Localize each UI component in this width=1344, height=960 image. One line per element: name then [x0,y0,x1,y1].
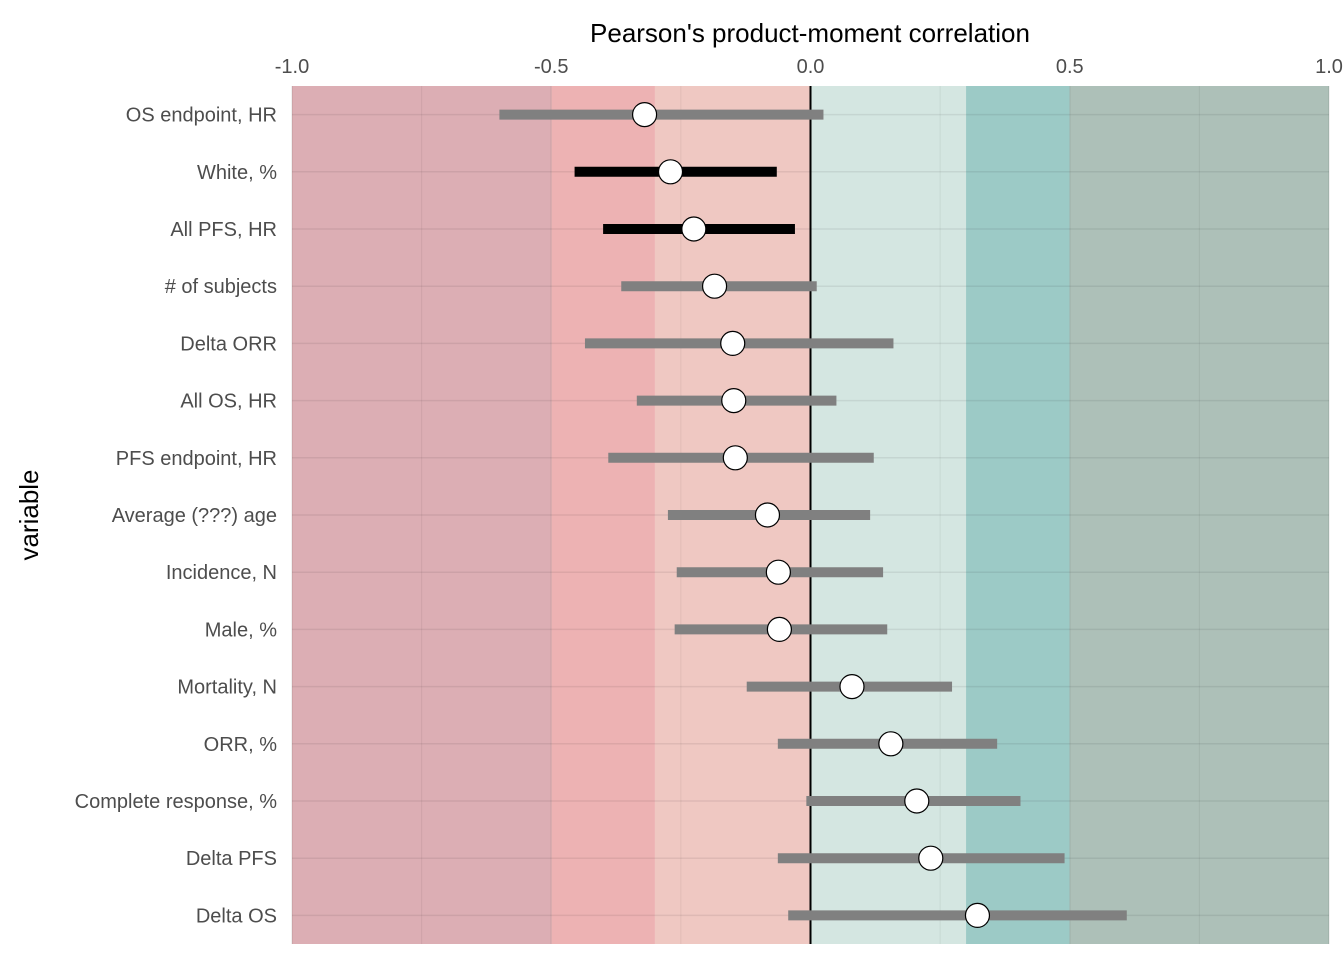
y-axis-title: variable [14,469,44,560]
band-0 [292,86,552,944]
y-axis-labels: OS endpoint, HR White, % All PFS, HR # of s… [75,105,278,928]
point-estimates [631,101,991,929]
y-tick-label-8: Incidence, N [166,562,277,584]
point-estimate-13 [918,845,944,871]
point-estimate-5 [721,388,747,414]
point-estimate-1 [657,159,684,185]
y-tick-label-11: ORR, % [204,734,278,756]
point-estimate-8 [765,559,791,585]
y-tick-label-1: White, % [197,162,277,184]
y-tick-label-0: OS endpoint, HR [126,105,277,127]
point-estimate-4 [720,330,746,356]
x-tick-label-1: -0.5 [534,56,568,78]
x-tick-label-4: 1.0 [1315,56,1343,78]
point-estimate-7 [754,502,781,528]
y-tick-label-13: Delta PFS [186,848,277,870]
point-estimate-12 [904,788,930,814]
point-estimate-11 [878,731,904,757]
band-5 [1069,86,1329,944]
point-estimate-2 [681,216,707,242]
y-tick-label-12: Complete response, % [75,791,278,813]
point-estimate-0 [631,101,658,128]
x-tick-label-0: -1.0 [275,56,309,78]
x-tick-label-2: 0.0 [797,56,825,78]
x-axis-title: Pearson's product-moment correlation [590,18,1030,48]
point-estimate-10 [839,673,865,700]
x-axis-ticks: -1.0 -0.5 0.0 0.5 1.0 [275,56,1343,78]
y-tick-label-3: # of subjects [165,276,277,298]
y-tick-label-10: Mortality, N [177,677,277,699]
y-tick-label-5: All OS, HR [180,391,277,413]
point-estimate-6 [722,445,748,471]
y-tick-label-14: Delta OS [196,905,277,927]
y-tick-label-9: Male, % [205,619,277,641]
y-tick-label-7: Average (???) age [112,505,277,527]
y-tick-label-6: PFS endpoint, HR [116,448,277,470]
y-tick-label-4: Delta ORR [180,333,277,355]
point-estimate-9 [766,616,792,643]
x-tick-label-3: 0.5 [1056,56,1084,78]
point-estimate-14 [964,902,991,929]
y-tick-label-2: All PFS, HR [170,219,277,241]
point-estimate-3 [701,273,728,299]
